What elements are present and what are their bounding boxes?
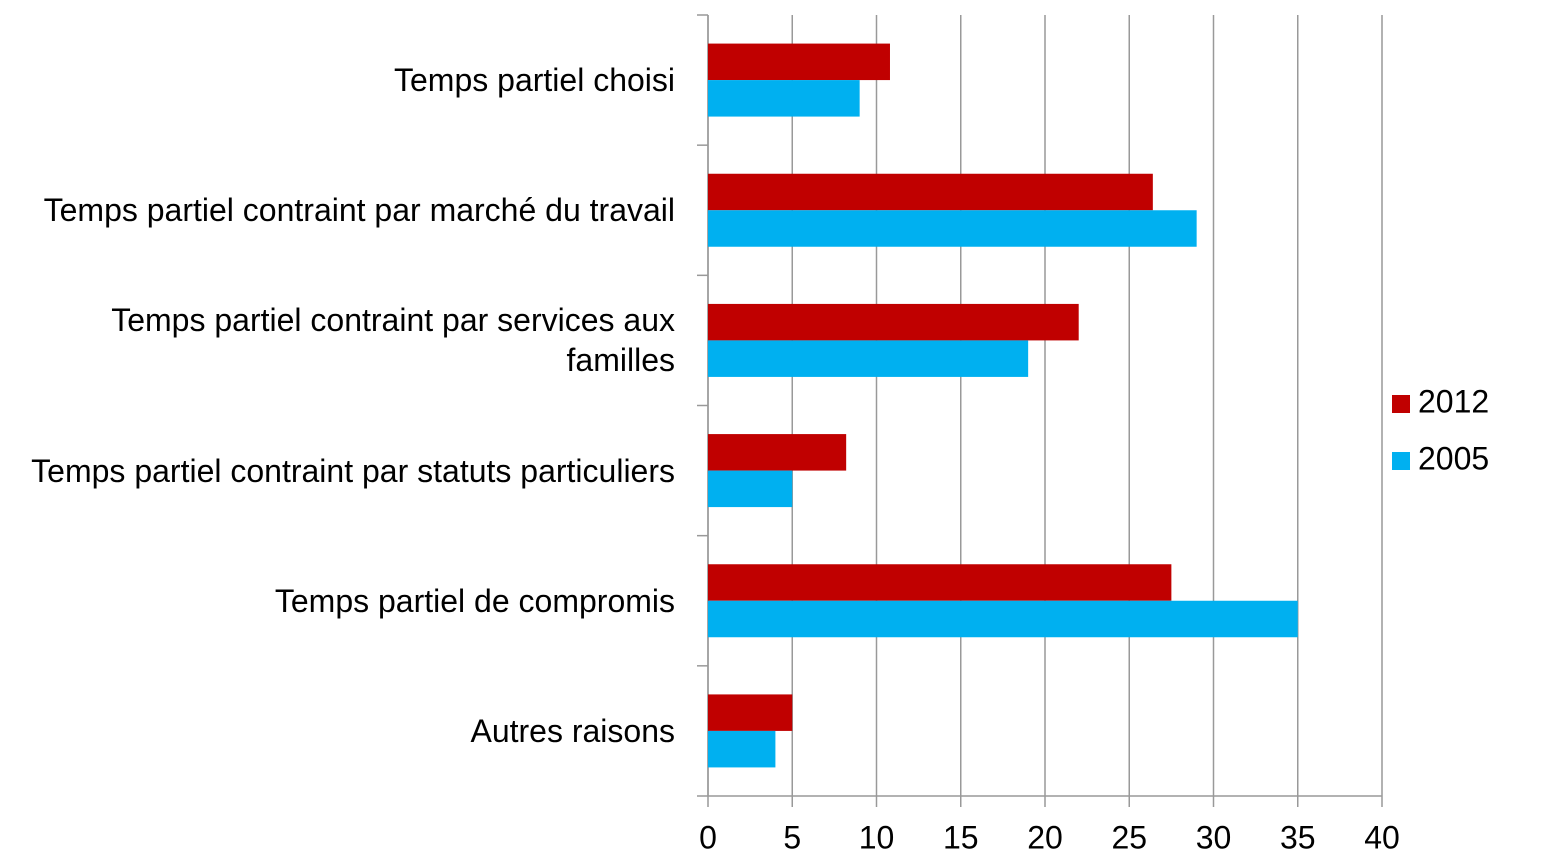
x-tick-label: 0 <box>699 819 717 854</box>
y-tick-label: Temps partiel de compromis <box>274 582 675 619</box>
bar <box>708 80 860 117</box>
y-tick-label: Temps partiel contraint par statuts part… <box>31 452 675 489</box>
bar <box>708 564 1172 601</box>
legend-label: 2005 <box>1418 440 1489 476</box>
legend-swatch <box>1392 452 1410 470</box>
legend-swatch <box>1392 395 1410 413</box>
x-tick-label: 35 <box>1280 819 1316 854</box>
bar <box>708 173 1153 211</box>
y-tick-label: Autres raisons <box>470 712 675 749</box>
bar <box>708 600 1298 638</box>
x-tick-label: 25 <box>1111 819 1147 854</box>
legend-label: 2012 <box>1418 383 1489 419</box>
x-tick-label: 5 <box>783 819 801 854</box>
y-tick-label: Temps partiel contraint par marché du tr… <box>43 192 675 229</box>
x-tick-label: 20 <box>1027 819 1063 854</box>
y-tick-label: Temps partiel choisi <box>394 62 675 99</box>
x-tick-label: 30 <box>1196 819 1232 854</box>
bar <box>708 43 890 81</box>
bar <box>708 340 1029 377</box>
y-tick-label: Temps partiel contraint par services aux… <box>111 302 675 379</box>
bar <box>708 730 776 768</box>
x-tick-label: 40 <box>1364 819 1400 854</box>
bar <box>708 434 847 471</box>
x-tick-label: 15 <box>943 819 979 854</box>
x-tick-label: 10 <box>859 819 895 854</box>
bar <box>708 694 793 731</box>
bar <box>708 303 1079 341</box>
bar <box>708 470 793 508</box>
bar <box>708 210 1197 247</box>
